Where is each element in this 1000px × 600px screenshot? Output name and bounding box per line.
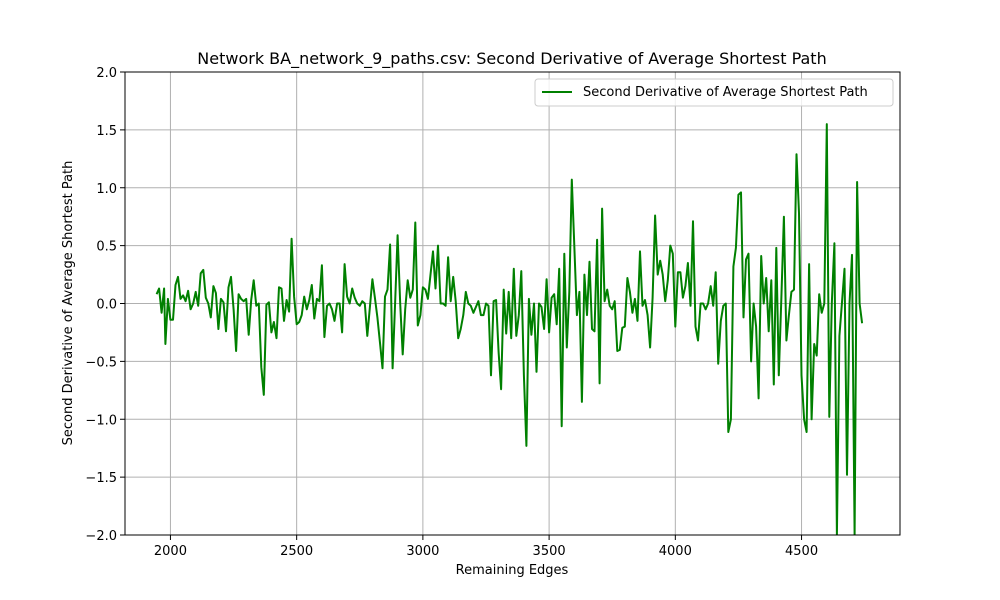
x-tick-label: 4500 [785, 544, 818, 559]
x-axis-label: Remaining Edges [456, 563, 569, 578]
y-tick-label: −1.5 [85, 471, 117, 486]
y-tick-label: 1.5 [96, 124, 117, 139]
legend-box [534, 78, 894, 107]
y-tick-label: 1.0 [96, 182, 117, 197]
x-tick-label: 2000 [154, 544, 187, 559]
x-tick-label: 3500 [533, 544, 566, 559]
legend-label: Second Derivative of Average Shortest Pa… [583, 85, 868, 100]
chart-title: Network BA_network_9_paths.csv: Second D… [197, 49, 826, 69]
series-line [155, 123, 864, 535]
x-tick-label: 3000 [406, 544, 439, 559]
y-tick-label: 0.0 [96, 298, 117, 313]
y-axis: −2.0 −1.5 −1.0 −0.5 0.0 0.5 1.0 1.5 2.0 [85, 66, 125, 544]
plot-area [155, 123, 864, 535]
y-axis-label: Second Derivative of Average Shortest Pa… [61, 161, 76, 446]
y-tick-label: 2.0 [96, 66, 117, 81]
x-tick-label: 4000 [659, 544, 692, 559]
y-tick-label: 0.5 [96, 240, 117, 255]
x-tick-label: 2500 [280, 544, 313, 559]
legend: Second Derivative of Average Shortest Pa… [534, 78, 894, 107]
x-axis: 2000 2500 3000 3500 4000 4500 [154, 535, 818, 559]
y-tick-label: −2.0 [85, 529, 117, 544]
y-tick-label: −1.0 [85, 413, 117, 428]
y-tick-label: −0.5 [85, 355, 117, 370]
